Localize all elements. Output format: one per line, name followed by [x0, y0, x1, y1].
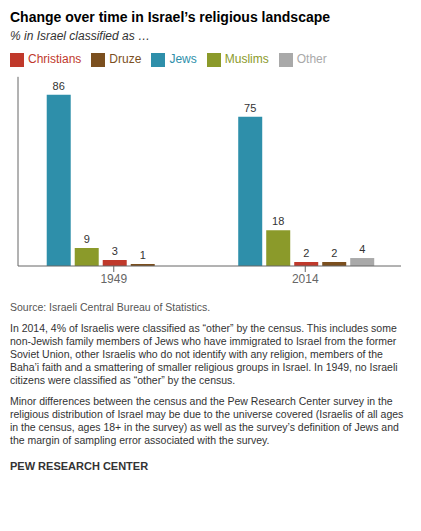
- html-text:% in Israel classified as …: % in Israel classified as …: [10, 29, 151, 43]
- svg-text:86: 86: [53, 80, 65, 92]
- html-text:Jews: Jews: [169, 52, 197, 66]
- html-text:Minor differences between the: Minor differences between the census and…: [10, 395, 404, 446]
- html-text:Druze: Druze: [109, 52, 142, 66]
- html-text:In 2014, 4% of Israelis were c: In 2014, 4% of Israelis were classified …: [10, 322, 398, 386]
- html-text:PEW RESEARCH CENTER: PEW RESEARCH CENTER: [10, 460, 149, 472]
- svg-text:18: 18: [272, 215, 284, 227]
- html-text:Source: Israeli Central Bureau: Source: Israeli Central Bureau of Statis…: [10, 301, 211, 313]
- html-text:Muslims: Muslims: [224, 52, 269, 66]
- svg-text:2: 2: [303, 247, 309, 259]
- svg-text:1: 1: [140, 249, 146, 261]
- svg-text:9: 9: [84, 233, 90, 245]
- html-text:Change over time in Israel’s r: Change over time in Israel’s religious l…: [10, 9, 330, 25]
- svg-text:75: 75: [244, 102, 256, 114]
- svg-text:3: 3: [112, 245, 118, 257]
- svg-text:1949: 1949: [100, 272, 127, 286]
- html-text:Christians: Christians: [28, 52, 82, 66]
- svg-text:2014: 2014: [292, 272, 319, 286]
- html-text:Other: Other: [296, 52, 327, 66]
- svg-text:4: 4: [359, 243, 365, 255]
- svg-text:2: 2: [331, 247, 337, 259]
